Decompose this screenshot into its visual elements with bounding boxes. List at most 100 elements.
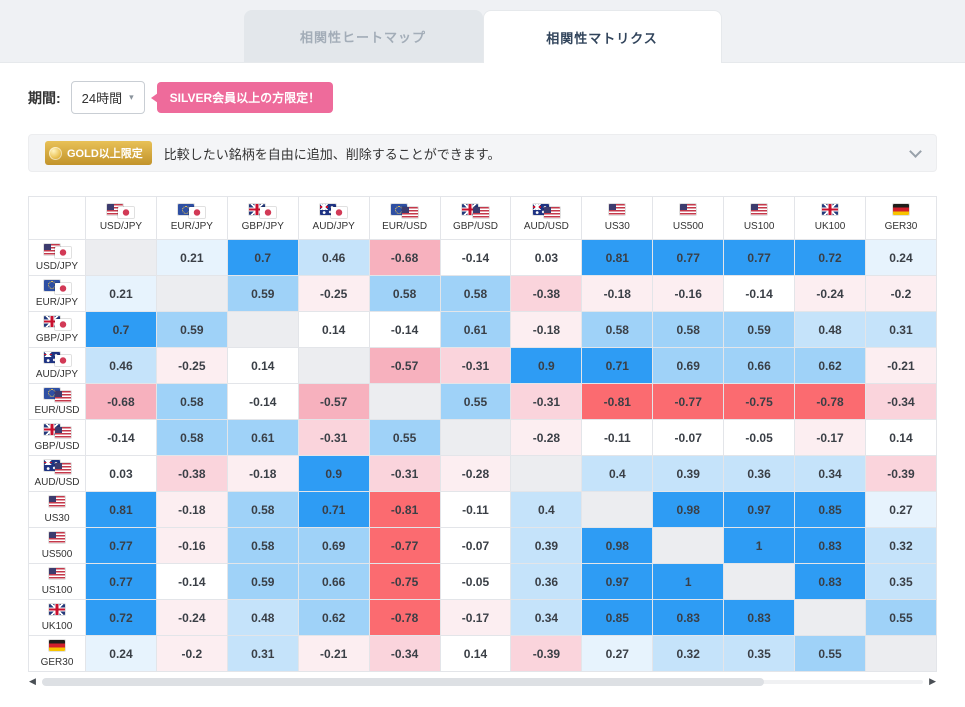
col-header-usdjpy: USD/JPY <box>85 196 157 240</box>
matrix-cell-us30-us500: 0.98 <box>652 491 725 528</box>
matrix-cell-usdjpy-eurusd: -0.68 <box>368 239 441 276</box>
matrix-cell-usdjpy-us100: 0.77 <box>723 239 796 276</box>
matrix-cell-ger30-eurusd: -0.34 <box>368 635 441 672</box>
matrix-cell-usdjpy-gbpjpy: 0.7 <box>226 239 299 276</box>
matrix-cell-audusd-us30: 0.4 <box>581 455 654 492</box>
matrix-cell-ger30-uk100: 0.55 <box>794 635 866 672</box>
symbol-label: USD/JPY <box>99 221 143 232</box>
matrix-cell-ger30-eurjpy: -0.2 <box>155 635 228 672</box>
tab-heatmap[interactable]: 相関性ヒートマップ <box>243 10 483 62</box>
matrix-cell-usdjpy-eurjpy: 0.21 <box>155 239 228 276</box>
flag-group <box>29 387 85 403</box>
col-header-eurjpy: EUR/JPY <box>155 196 228 240</box>
jp-flag-icon <box>331 207 348 218</box>
matrix-cell-us30-audjpy: 0.71 <box>297 491 370 528</box>
matrix-cell-gbpjpy-usdjpy: 0.7 <box>85 311 157 348</box>
matrix-cell-us100-gbpusd: -0.05 <box>439 563 512 600</box>
chevron-down-icon[interactable] <box>909 144 922 158</box>
matrix-cell-eurjpy-eurjpy <box>155 275 228 312</box>
jp-flag-icon <box>54 318 71 330</box>
matrix-cell-ger30-audjpy: -0.21 <box>297 635 370 672</box>
symbol-label: AUD/USD <box>34 476 80 488</box>
col-header-audusd: AUD/USD <box>510 196 583 240</box>
matrix-cell-us500-us30: 0.98 <box>581 527 654 564</box>
symbol-label: UK100 <box>41 620 73 632</box>
us-flag-icon <box>472 207 489 218</box>
scroll-right-icon[interactable]: ▶ <box>929 676 936 686</box>
matrix-cell-gbpjpy-audusd: -0.18 <box>510 311 583 348</box>
matrix-row-us100: US100 0.77 -0.14 0.59 0.66 -0.75 -0.05 0.36 0.97… <box>28 563 938 600</box>
matrix-cell-us500-audusd: 0.39 <box>510 527 583 564</box>
tab-matrix[interactable]: 相関性マトリクス <box>482 10 722 63</box>
matrix-cell-ger30-us30: 0.27 <box>581 635 654 672</box>
flag-group <box>653 204 723 219</box>
symbol-label: GBP/USD <box>452 221 498 232</box>
matrix-cell-uk100-audusd: 0.34 <box>510 599 583 636</box>
row-header-audusd: AUD/USD <box>28 455 86 492</box>
matrix-body: USD/JPY 0.21 0.7 0.46 -0.68 -0.14 0.03 0.81 0.77… <box>28 239 938 672</box>
scroll-left-icon[interactable]: ◀ <box>29 676 36 686</box>
symbol-label: GER30 <box>884 221 918 232</box>
matrix-cell-eurjpy-gbpusd: 0.58 <box>439 275 512 312</box>
row-header-uk100: UK100 <box>28 599 86 636</box>
matrix-row-eurusd: EUR/USD -0.68 0.58 -0.14 -0.57 0.55 -0.31 -0.81… <box>28 383 938 420</box>
matrix-cell-us100-gbpjpy: 0.59 <box>226 563 299 600</box>
matrix-row-gbpusd: GBP/USD -0.14 0.58 0.61 -0.31 0.55 -0.28 -0.11-… <box>28 419 938 456</box>
matrix-cell-ger30-audusd: -0.39 <box>510 635 583 672</box>
matrix-cell-ger30-usdjpy: 0.24 <box>85 635 157 672</box>
matrix-cell-audjpy-usdjpy: 0.46 <box>85 347 157 384</box>
matrix-cell-eurusd-eurusd <box>368 383 441 420</box>
gb-flag-icon <box>461 204 478 215</box>
flag-group <box>29 243 85 259</box>
matrix-cell-gbpusd-us100: -0.05 <box>723 419 796 456</box>
matrix-cell-us30-ger30: 0.27 <box>864 491 938 528</box>
matrix-cell-us30-us30 <box>581 491 654 528</box>
flag-group <box>299 204 369 219</box>
scrollbar-thumb[interactable] <box>41 677 765 686</box>
period-label: 期間: <box>28 89 61 106</box>
us-flag-icon <box>680 204 697 215</box>
matrix-row-us30: US30 0.81 -0.18 0.58 0.71 -0.81 -0.11 0.4 0.98 0.… <box>28 491 938 528</box>
matrix-cell-audjpy-gbpjpy: 0.14 <box>226 347 299 384</box>
matrix-cell-eurusd-us100: -0.75 <box>723 383 796 420</box>
row-header-us500: US500 <box>28 527 86 564</box>
matrix-cell-eurusd-us500: -0.77 <box>652 383 725 420</box>
row-header-ger30: GER30 <box>28 635 86 672</box>
matrix-cell-gbpjpy-us100: 0.59 <box>723 311 796 348</box>
matrix-cell-usdjpy-uk100: 0.72 <box>794 239 866 276</box>
horizontal-scrollbar[interactable]: ◀ ▶ <box>28 674 937 689</box>
matrix-cell-audusd-eurjpy: -0.38 <box>155 455 228 492</box>
matrix-row-gbpjpy: GBP/JPY 0.7 0.59 0.14 -0.14 0.61 -0.18 0.58 0.58… <box>28 311 938 348</box>
matrix-cell-eurusd-audusd: -0.31 <box>510 383 583 420</box>
us-flag-icon <box>543 207 560 218</box>
symbol-label: GBP/USD <box>34 440 80 452</box>
au-flag-icon <box>532 204 549 215</box>
flag-group <box>228 204 298 219</box>
matrix-cell-audusd-audjpy: 0.9 <box>297 455 370 492</box>
matrix-cell-eurusd-ger30: -0.34 <box>864 383 938 420</box>
matrix-cell-us500-eurjpy: -0.16 <box>155 527 228 564</box>
matrix-cell-uk100-eurjpy: -0.24 <box>155 599 228 636</box>
gold-feature-banner[interactable]: GOLD以上限定 比較したい銘柄を自由に追加、削除することができます。 <box>28 134 937 172</box>
matrix-cell-audusd-audusd <box>510 455 583 492</box>
matrix-cell-usdjpy-audusd: 0.03 <box>510 239 583 276</box>
matrix-cell-us500-usdjpy: 0.77 <box>85 527 157 564</box>
symbol-label: EUR/JPY <box>35 296 79 308</box>
symbol-label: EUR/USD <box>34 404 80 416</box>
matrix-cell-ger30-ger30 <box>864 635 938 672</box>
matrix-row-ger30: GER30 0.24 -0.2 0.31 -0.21 -0.34 0.14 -0.39 0.27… <box>28 635 938 672</box>
matrix-row-eurjpy: EUR/JPY 0.21 0.59 -0.25 0.58 0.58 -0.38 -0.18 -0… <box>28 275 938 312</box>
matrix-cell-us30-uk100: 0.85 <box>794 491 866 528</box>
matrix-cell-eurjpy-us500: -0.16 <box>652 275 725 312</box>
symbol-label: UK100 <box>814 221 846 232</box>
us-flag-icon <box>49 567 65 579</box>
scrollbar-track[interactable] <box>41 677 924 686</box>
symbol-label: US500 <box>41 548 73 560</box>
matrix-cell-us500-ger30: 0.32 <box>864 527 938 564</box>
matrix-cell-audjpy-audjpy <box>297 347 370 384</box>
matrix-cell-us30-eurjpy: -0.18 <box>155 491 228 528</box>
period-dropdown[interactable]: 24時間 ▾ <box>70 81 145 114</box>
matrix-cell-usdjpy-us500: 0.77 <box>652 239 725 276</box>
matrix-cell-eurusd-us30: -0.81 <box>581 383 654 420</box>
matrix-cell-uk100-gbpjpy: 0.48 <box>226 599 299 636</box>
